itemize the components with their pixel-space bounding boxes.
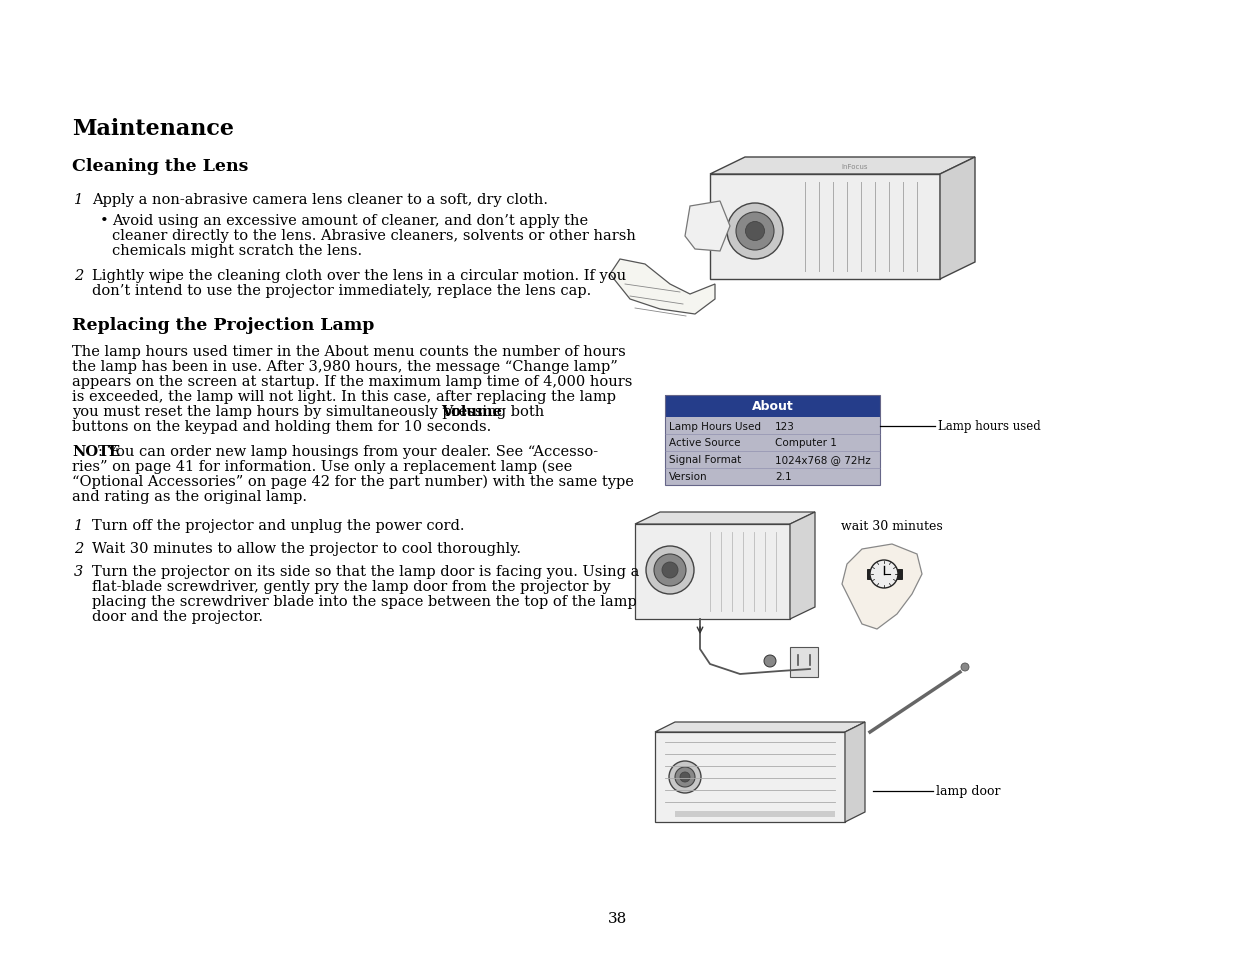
Text: 38: 38 [608, 911, 626, 925]
Text: chemicals might scratch the lens.: chemicals might scratch the lens. [112, 244, 362, 257]
Bar [790, 647, 818, 678]
Text: 1: 1 [74, 518, 83, 533]
Circle shape [961, 663, 969, 671]
Text: ries” on page 41 for information. Use only a replacement lamp (see: ries” on page 41 for information. Use on… [72, 459, 572, 474]
Text: 2: 2 [74, 269, 83, 283]
Circle shape [727, 204, 783, 260]
Text: flat-blade screwdriver, gently pry the lamp door from the projector by: flat-blade screwdriver, gently pry the l… [91, 579, 610, 594]
Text: Version: Version [669, 472, 708, 482]
Text: lamp door: lamp door [936, 784, 1000, 797]
Text: Lightly wipe the cleaning cloth over the lens in a circular motion. If you: Lightly wipe the cleaning cloth over the… [91, 269, 626, 283]
Circle shape [646, 546, 694, 595]
Circle shape [680, 772, 690, 782]
Circle shape [764, 656, 776, 667]
Bar [664, 395, 881, 485]
Circle shape [746, 222, 764, 241]
Text: and rating as the original lamp.: and rating as the original lamp. [72, 490, 308, 503]
Text: appears on the screen at startup. If the maximum lamp time of 4,000 hours: appears on the screen at startup. If the… [72, 375, 632, 389]
Text: Lamp hours used: Lamp hours used [939, 419, 1041, 433]
Text: : You can order new lamp housings from your dealer. See “Accesso-: : You can order new lamp housings from y… [98, 444, 598, 458]
Text: Turn the projector on its side so that the lamp door is facing you. Using a: Turn the projector on its side so that t… [91, 564, 640, 578]
Text: Computer 1: Computer 1 [776, 438, 837, 448]
Circle shape [662, 562, 678, 578]
Text: “Optional Accessories” on page 42 for the part number) with the same type: “Optional Accessories” on page 42 for th… [72, 475, 634, 489]
Polygon shape [635, 513, 815, 524]
Text: •: • [100, 213, 109, 228]
Text: placing the screwdriver blade into the space between the top of the lamp: placing the screwdriver blade into the s… [91, 595, 637, 608]
Text: Replacing the Projection Lamp: Replacing the Projection Lamp [72, 316, 374, 334]
Text: door and the projector.: door and the projector. [91, 609, 263, 623]
Text: Turn off the projector and unplug the power cord.: Turn off the projector and unplug the po… [91, 518, 464, 533]
Polygon shape [655, 732, 845, 822]
Text: Active Source: Active Source [669, 438, 741, 448]
Text: Volume: Volume [441, 405, 501, 418]
Text: Maintenance: Maintenance [72, 118, 233, 140]
Circle shape [655, 555, 685, 586]
Text: don’t intend to use the projector immediately, replace the lens cap.: don’t intend to use the projector immedi… [91, 284, 592, 297]
Text: you must reset the lamp hours by simultaneously pressing both: you must reset the lamp hours by simulta… [72, 405, 548, 418]
Circle shape [736, 213, 774, 251]
Text: 1024x768 @ 72Hz: 1024x768 @ 72Hz [776, 455, 871, 465]
Polygon shape [685, 202, 730, 252]
Polygon shape [710, 174, 940, 280]
Text: Signal Format: Signal Format [669, 455, 741, 465]
Text: is exceeded, the lamp will not light. In this case, after replacing the lamp: is exceeded, the lamp will not light. In… [72, 390, 616, 403]
Bar [664, 395, 881, 417]
Text: the lamp has been in use. After 3,980 hours, the message “Change lamp”: the lamp has been in use. After 3,980 ho… [72, 359, 618, 374]
Bar [664, 417, 881, 485]
Bar [867, 569, 902, 579]
Text: Wait 30 minutes to allow the projector to cool thoroughly.: Wait 30 minutes to allow the projector t… [91, 541, 521, 556]
Circle shape [676, 767, 695, 787]
Polygon shape [655, 722, 864, 732]
Polygon shape [940, 158, 974, 280]
Text: 1: 1 [74, 193, 83, 207]
Polygon shape [610, 260, 715, 314]
Text: 2.1: 2.1 [776, 472, 792, 482]
Polygon shape [710, 158, 974, 174]
Polygon shape [635, 524, 790, 619]
Text: 123: 123 [776, 421, 795, 431]
Text: wait 30 minutes: wait 30 minutes [841, 519, 942, 533]
Circle shape [869, 560, 898, 588]
Text: Lamp Hours Used: Lamp Hours Used [669, 421, 761, 431]
Bar [676, 811, 835, 817]
Polygon shape [790, 513, 815, 619]
Text: Avoid using an excessive amount of cleaner, and don’t apply the: Avoid using an excessive amount of clean… [112, 213, 588, 228]
Text: Apply a non-abrasive camera lens cleaner to a soft, dry cloth.: Apply a non-abrasive camera lens cleaner… [91, 193, 548, 207]
Text: InFocus: InFocus [842, 164, 868, 170]
Text: About: About [752, 400, 793, 413]
Text: cleaner directly to the lens. Abrasive cleaners, solvents or other harsh: cleaner directly to the lens. Abrasive c… [112, 229, 636, 243]
Circle shape [669, 761, 701, 793]
Text: Cleaning the Lens: Cleaning the Lens [72, 158, 248, 174]
Text: 2: 2 [74, 541, 83, 556]
Text: buttons on the keypad and holding them for 10 seconds.: buttons on the keypad and holding them f… [72, 419, 492, 434]
Text: NOTE: NOTE [72, 444, 120, 458]
Text: The lamp hours used timer in the About menu counts the number of hours: The lamp hours used timer in the About m… [72, 345, 626, 358]
Polygon shape [845, 722, 864, 822]
Polygon shape [842, 544, 923, 629]
Text: 3: 3 [74, 564, 83, 578]
